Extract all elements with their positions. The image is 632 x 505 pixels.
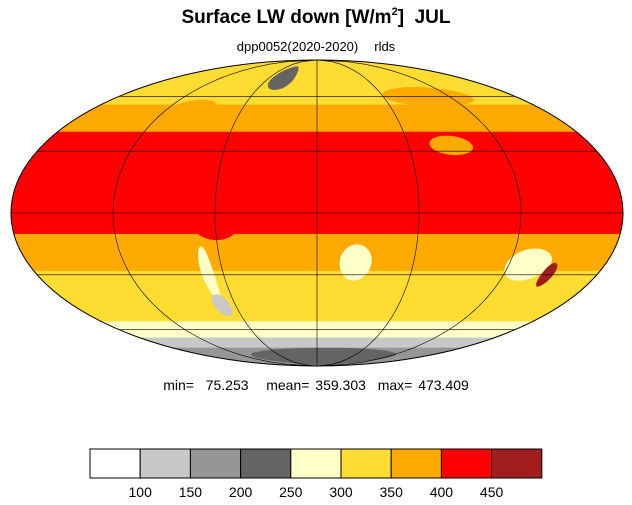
mean-label: mean= xyxy=(266,377,310,393)
colorbar-box xyxy=(290,448,342,479)
colorbar-tick-label: 300 xyxy=(329,484,353,500)
max-value: 473.409 xyxy=(418,377,469,393)
min-label: min= xyxy=(163,377,194,393)
stats-line: min= 75.253 mean= 359.303 max= 473.409 xyxy=(0,377,632,393)
region-greenland xyxy=(267,66,299,90)
colorbar-box xyxy=(390,448,442,479)
colorbar-box xyxy=(240,448,292,479)
region-southern-africa xyxy=(339,244,372,281)
title-superscript: 2 xyxy=(391,6,398,18)
max-label: max= xyxy=(377,377,413,393)
plot-subtitle: dpp0052(2020-2020) rlds xyxy=(0,39,632,54)
meridian-line xyxy=(316,60,420,366)
region-north-asia xyxy=(382,87,474,107)
meridian-line xyxy=(316,60,522,366)
mean-value: 359.303 xyxy=(315,377,366,393)
colorbar-box xyxy=(340,448,392,479)
colorbar-box xyxy=(89,448,141,479)
colorbar-tick-label: 400 xyxy=(430,484,454,500)
meridian-line xyxy=(112,60,318,366)
colorbar-box xyxy=(139,448,191,479)
min-value: 75.253 xyxy=(205,377,249,393)
region-patagonia xyxy=(211,294,233,317)
globe-outline xyxy=(10,59,624,367)
region-andes-south xyxy=(197,246,221,302)
colorbar-box xyxy=(491,448,543,479)
colorbar-tick-label: 350 xyxy=(380,484,404,500)
colorbar-tick-label: 250 xyxy=(279,484,303,500)
colorbar-tick-label: 100 xyxy=(129,484,153,500)
colorbar-box xyxy=(189,448,242,479)
region-tibet xyxy=(429,135,474,156)
plot-title: Surface LW down [W/m2] JUL xyxy=(0,6,632,29)
colorbar-tick-label: 450 xyxy=(480,484,504,500)
region-sahara xyxy=(291,145,381,178)
subtitle-variable: rlds xyxy=(374,39,396,54)
region-north-america xyxy=(155,99,219,128)
colorbar-tick-label: 150 xyxy=(179,484,203,500)
meridian-line xyxy=(214,60,318,366)
region-australia-interior xyxy=(504,248,553,281)
title-text: Surface LW down [W/m xyxy=(181,7,392,28)
title-close: ] xyxy=(397,7,405,28)
colorbar-box xyxy=(440,448,493,479)
colorbar-tick-label: 200 xyxy=(229,484,253,500)
subtitle-experiment: dpp0052(2020-2020) xyxy=(236,39,359,54)
title-month: JUL xyxy=(414,7,451,28)
